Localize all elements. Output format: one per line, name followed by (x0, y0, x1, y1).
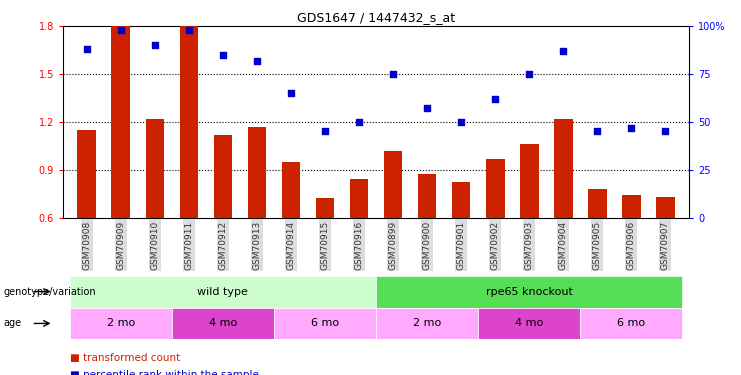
Bar (376, 276, 682, 308)
Text: 2 mo: 2 mo (107, 318, 135, 328)
Text: GSM70907: GSM70907 (661, 220, 670, 270)
Bar (213, 135, 232, 218)
Point (489, 96, 501, 102)
Text: GSM70904: GSM70904 (559, 220, 568, 270)
Point (557, 48, 569, 54)
Text: GSM70912: GSM70912 (219, 220, 227, 270)
Bar (111, 26, 130, 218)
Bar (384, 150, 402, 217)
Bar (145, 118, 165, 218)
Bar (70, 308, 172, 339)
Point (115, 27, 127, 33)
Text: GSM70910: GSM70910 (150, 220, 159, 270)
Text: GSM70901: GSM70901 (456, 220, 465, 270)
Bar (656, 197, 674, 217)
Bar (274, 308, 376, 339)
Point (217, 52, 229, 58)
Bar (452, 183, 471, 218)
Point (285, 90, 297, 96)
Text: GSM70913: GSM70913 (253, 220, 262, 270)
Text: GSM70903: GSM70903 (525, 220, 534, 270)
Bar (316, 198, 334, 217)
Text: GSM70916: GSM70916 (354, 220, 364, 270)
Text: GSM70908: GSM70908 (82, 220, 91, 270)
Bar (478, 308, 580, 339)
Point (353, 119, 365, 125)
Bar (179, 26, 199, 218)
Point (183, 27, 195, 33)
Point (387, 71, 399, 77)
Point (421, 105, 433, 111)
Text: 6 mo: 6 mo (311, 318, 339, 328)
Point (149, 42, 161, 48)
Point (81, 46, 93, 52)
Text: GSM70902: GSM70902 (491, 220, 499, 270)
Text: GSM70900: GSM70900 (422, 220, 431, 270)
Bar (247, 127, 266, 218)
Bar (282, 162, 300, 218)
Text: GSM70915: GSM70915 (321, 220, 330, 270)
Bar (376, 308, 478, 339)
Text: GSM70914: GSM70914 (287, 220, 296, 270)
Bar (580, 308, 682, 339)
Text: GSM70899: GSM70899 (388, 220, 398, 270)
Point (625, 124, 637, 130)
Text: 4 mo: 4 mo (209, 318, 237, 328)
Text: GSM70905: GSM70905 (593, 220, 602, 270)
Point (523, 71, 535, 77)
Bar (554, 118, 573, 218)
Text: 4 mo: 4 mo (515, 318, 543, 328)
Bar (70, 276, 376, 308)
Point (319, 128, 331, 134)
Bar (588, 189, 607, 217)
Title: GDS1647 / 1447432_s_at: GDS1647 / 1447432_s_at (297, 11, 455, 24)
Bar (486, 159, 505, 218)
Text: GSM70911: GSM70911 (185, 220, 193, 270)
Point (455, 119, 467, 125)
Bar (418, 174, 436, 217)
Text: ■ transformed count: ■ transformed count (70, 353, 181, 363)
Text: 2 mo: 2 mo (413, 318, 441, 328)
Bar (350, 179, 368, 218)
Text: 6 mo: 6 mo (617, 318, 645, 328)
Text: GSM70909: GSM70909 (116, 220, 125, 270)
Text: wild type: wild type (198, 286, 248, 297)
Text: ■ percentile rank within the sample: ■ percentile rank within the sample (70, 370, 259, 375)
Point (591, 128, 603, 134)
Point (659, 128, 671, 134)
Text: GSM70906: GSM70906 (627, 220, 636, 270)
Point (251, 58, 263, 64)
Bar (78, 130, 96, 218)
Text: rpe65 knockout: rpe65 knockout (486, 286, 573, 297)
Text: age: age (4, 318, 21, 328)
Text: genotype/variation: genotype/variation (4, 286, 96, 297)
Bar (622, 195, 641, 217)
Bar (172, 308, 274, 339)
Bar (520, 144, 539, 218)
